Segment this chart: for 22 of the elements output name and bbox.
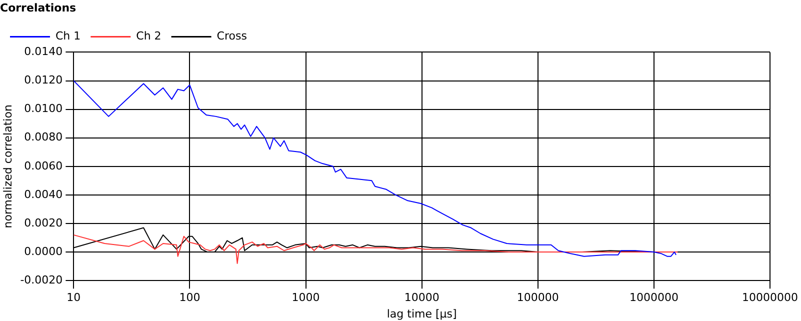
y-tick-label: 0.0080 <box>24 130 63 144</box>
x-tick-label: 100 <box>179 291 200 304</box>
y-tick-label: 0.0000 <box>24 244 63 258</box>
x-tick-label: 1000 <box>292 291 320 304</box>
x-axis-title: lag time [µs] <box>386 307 457 320</box>
x-tick-label: 100000 <box>516 291 559 304</box>
y-tick-label: 0.0140 <box>24 45 63 58</box>
y-tick-label: 0.0120 <box>24 74 63 87</box>
x-tick-label: 10000 <box>404 291 440 304</box>
chart-title: Correlations <box>0 1 77 14</box>
y-tick-label: -0.0020 <box>20 273 63 286</box>
x-tick-label: 10 <box>66 291 81 304</box>
x-tick-label: 10000000 <box>742 291 798 304</box>
legend-label: Ch 2 <box>136 30 162 43</box>
y-tick-label: 0.0040 <box>24 188 63 201</box>
y-tick-label: 0.0020 <box>24 216 63 230</box>
y-tick-label: 0.0060 <box>24 159 63 172</box>
x-tick-label: 1000000 <box>629 291 678 304</box>
legend-label: Ch 1 <box>56 30 81 43</box>
y-axis-title: normalized correlation <box>1 104 14 228</box>
y-tick-label: 0.0100 <box>24 102 63 116</box>
legend-label: Cross <box>216 30 248 43</box>
